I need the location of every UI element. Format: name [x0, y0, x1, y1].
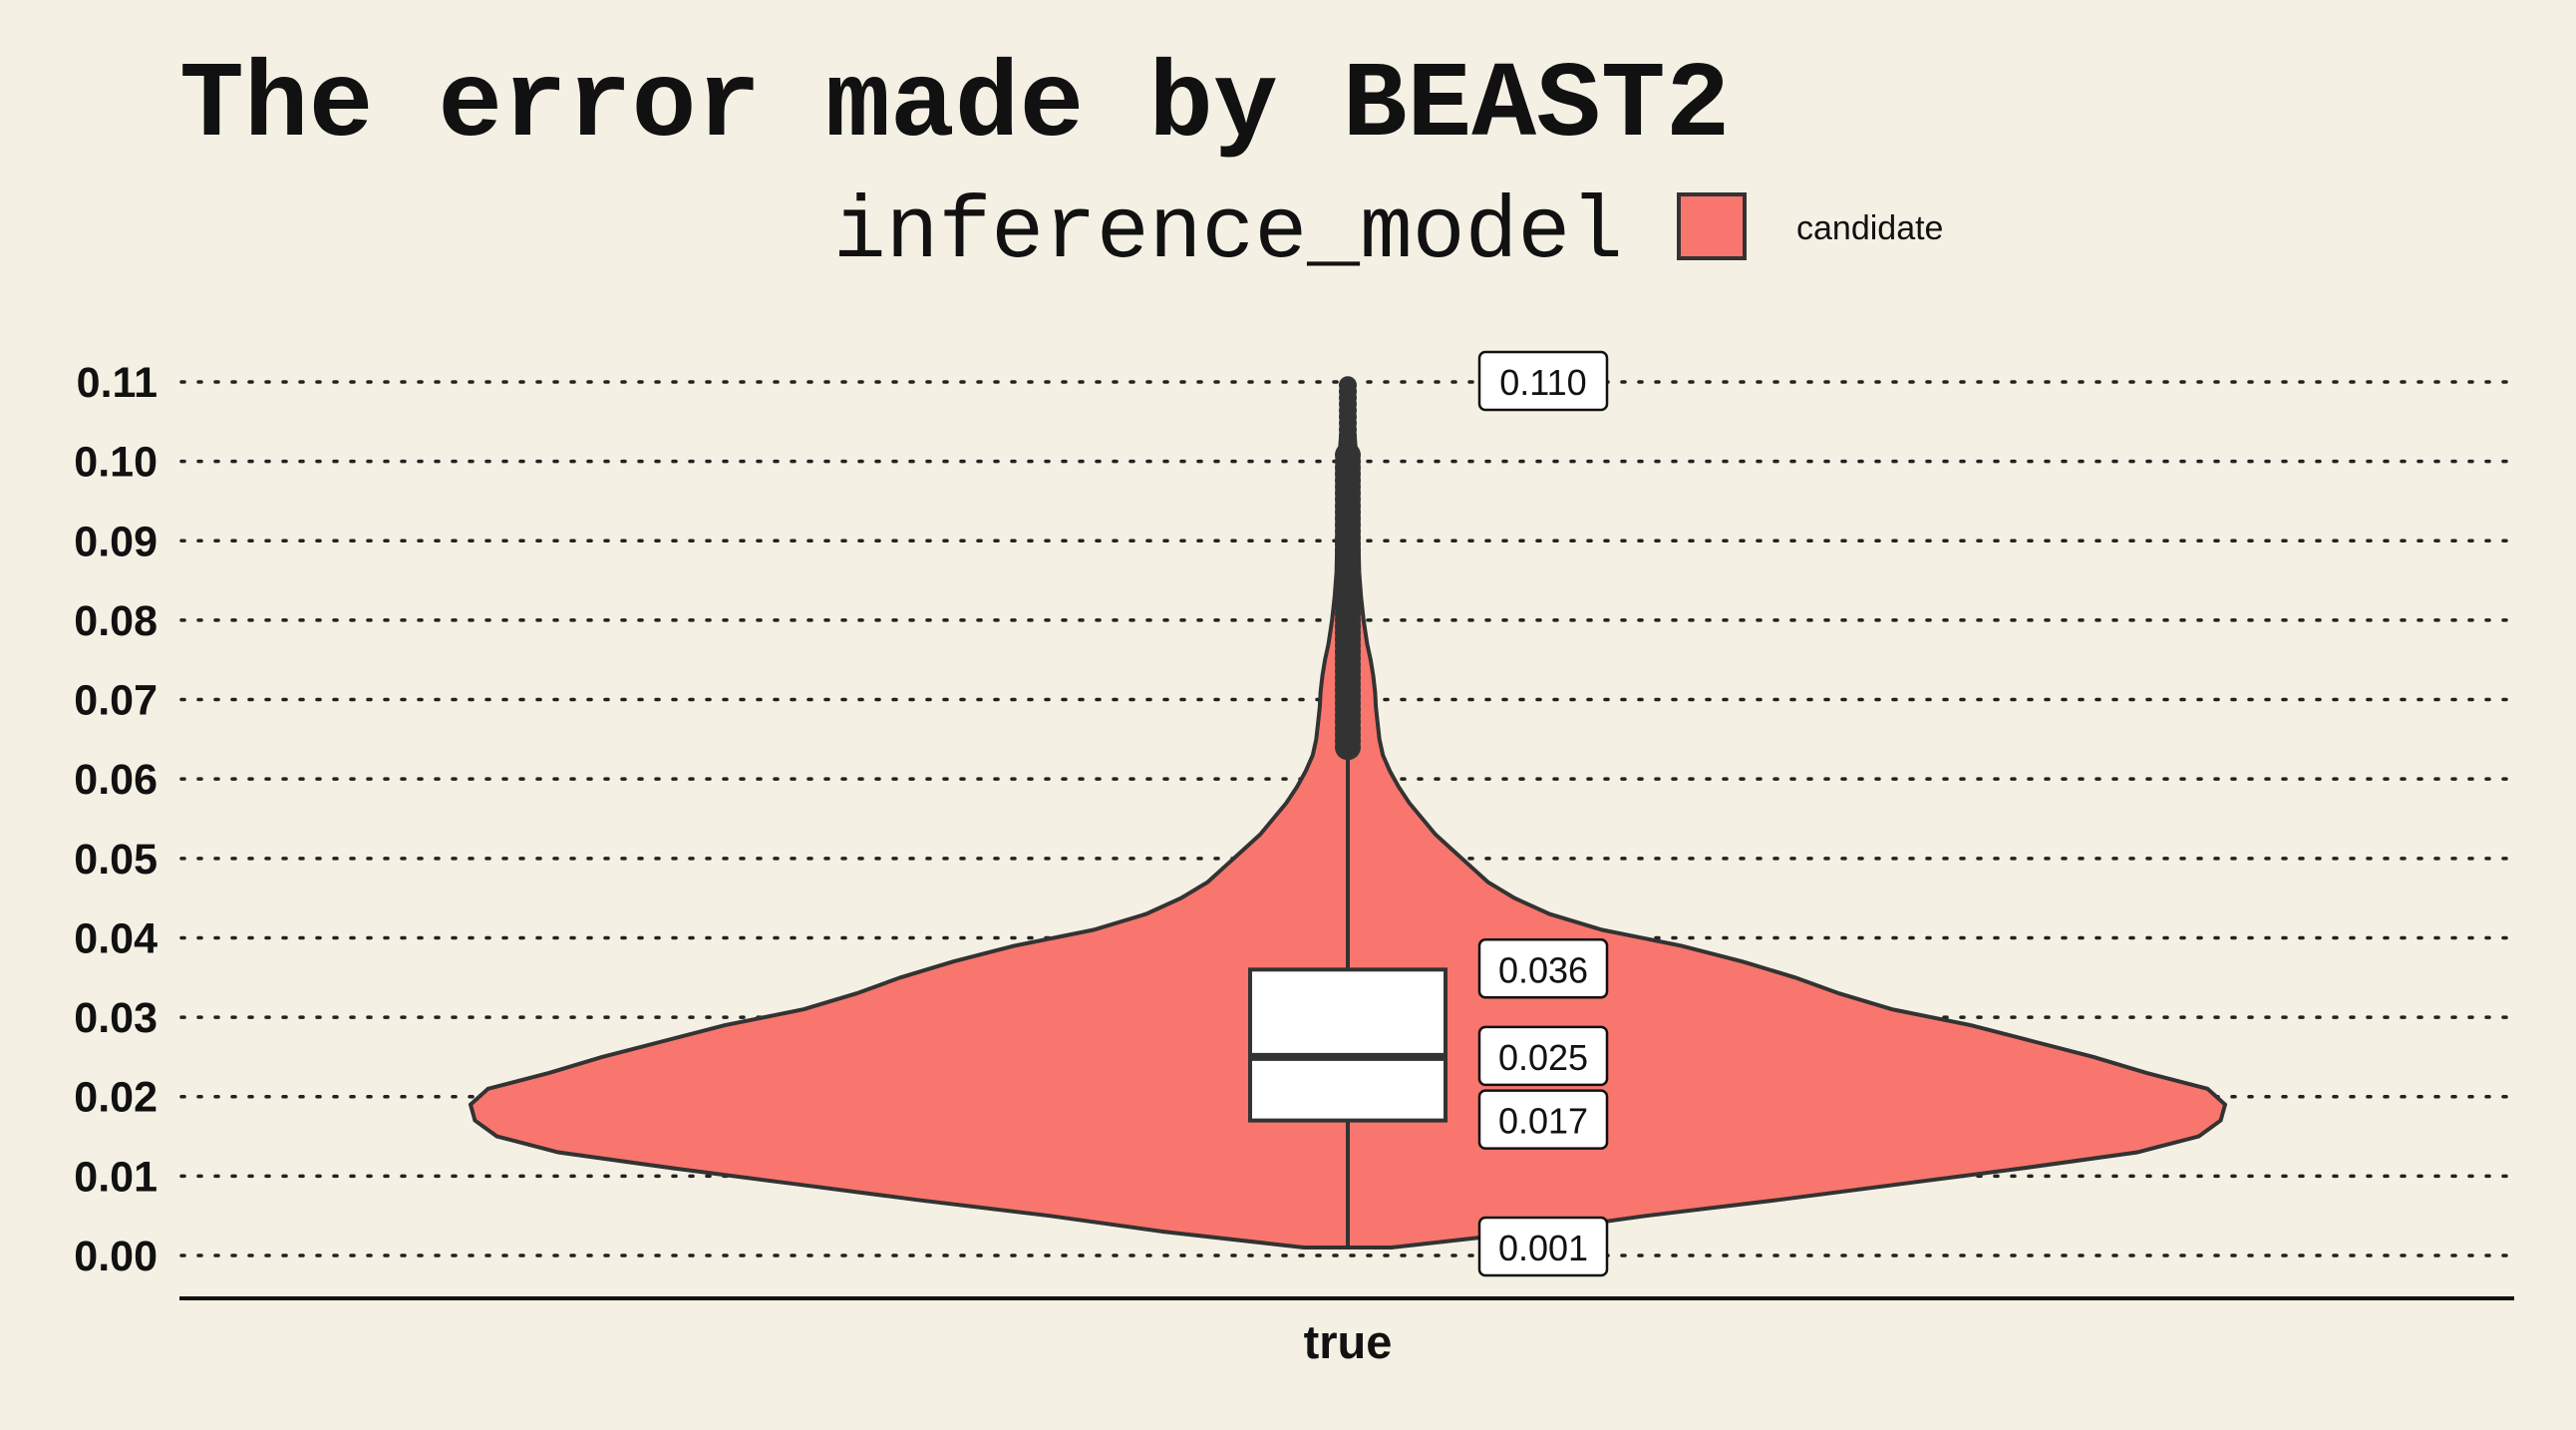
- y-tick-label: 0.00: [74, 1233, 158, 1280]
- value-label-box: [1477, 938, 1609, 999]
- outlier-points: [1335, 376, 1361, 761]
- y-tick-label: 0.08: [74, 597, 158, 645]
- value-label-box: [1477, 1025, 1609, 1087]
- value-label: 0.001: [1477, 1216, 1609, 1277]
- y-tick-label: 0.07: [74, 677, 158, 725]
- value-label-text: 0.025: [1498, 1037, 1588, 1078]
- y-tick-label: 0.04: [74, 914, 158, 962]
- legend: inference_model candidate: [833, 184, 1944, 283]
- y-tick-label: 0.10: [74, 439, 158, 487]
- legend-swatch-candidate: [1677, 192, 1747, 260]
- value-label: 0.036: [1477, 938, 1609, 999]
- value-label-box: [1477, 350, 1609, 412]
- value-label: 0.025: [1477, 1025, 1609, 1087]
- outlier-point: [1339, 376, 1357, 395]
- boxplot-box: [1248, 967, 1448, 1123]
- y-tick-label: 0.11: [77, 359, 158, 407]
- value-label: 0.110: [1477, 350, 1609, 412]
- value-label-text: 0.036: [1498, 949, 1588, 990]
- value-label-text: 0.017: [1498, 1101, 1588, 1142]
- value-label-text: 0.110: [1499, 362, 1586, 403]
- y-tick-label: 0.02: [74, 1074, 158, 1122]
- value-label-box: [1477, 1089, 1609, 1150]
- y-tick-label: 0.06: [74, 756, 158, 804]
- y-axis-ticks: 0.00 0.01 0.02 0.03 0.04 0.05 0.06 0.07 0.08 0.09…: [74, 359, 158, 1280]
- value-label-text: 0.001: [1498, 1228, 1588, 1268]
- value-labels: 0.110 0.036 0.025 0.017 0.001: [1477, 350, 1609, 1277]
- legend-label-candidate: candidate: [1796, 209, 1943, 247]
- y-tick-label: 0.01: [74, 1153, 158, 1201]
- value-label-box: [1477, 1216, 1609, 1277]
- violin-layer: [468, 376, 2228, 1250]
- x-tick-label-true: true: [1304, 1315, 1393, 1368]
- legend-title: inference_model: [833, 184, 1623, 283]
- y-tick-label: 0.05: [74, 836, 158, 884]
- y-tick-label: 0.09: [74, 518, 158, 565]
- chart-title: The error made by BEAST2: [179, 46, 1730, 168]
- value-label: 0.017: [1477, 1089, 1609, 1150]
- y-tick-label: 0.03: [74, 994, 158, 1042]
